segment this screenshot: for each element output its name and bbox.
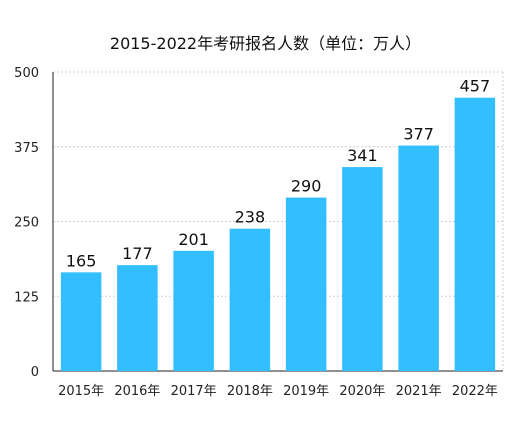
bar: [285, 197, 327, 371]
data-label: 377: [403, 125, 434, 144]
x-tick-label: 2022年: [452, 384, 498, 399]
x-tick-label: 2018年: [227, 384, 273, 399]
y-tick-label: 500: [14, 66, 39, 81]
data-label: 238: [235, 208, 266, 227]
data-label: 341: [347, 146, 378, 165]
x-tick-label: 2021年: [396, 384, 442, 399]
bar: [342, 167, 383, 371]
x-tick-label: 2016年: [114, 384, 160, 399]
y-tick-label: 0: [31, 365, 39, 380]
bar: [398, 145, 439, 371]
x-tick-label: 2015年: [58, 384, 104, 399]
data-label: 177: [122, 244, 153, 263]
data-label: 457: [460, 77, 491, 96]
x-tick-label: 2019年: [283, 384, 329, 399]
data-label: 165: [66, 251, 97, 270]
data-label: 201: [178, 230, 209, 249]
y-tick-label: 125: [14, 290, 39, 305]
chart-title: 2015-2022年考研报名人数（单位：万人）: [109, 34, 422, 53]
y-tick-label: 250: [14, 216, 39, 231]
data-label: 290: [291, 177, 322, 196]
bar: [117, 265, 158, 371]
x-tick-label: 2020年: [339, 384, 385, 399]
x-tick-label: 2017年: [171, 384, 217, 399]
bar: [173, 250, 214, 371]
bar: [229, 228, 271, 371]
bar: [454, 97, 496, 372]
y-tick-label: 375: [14, 141, 39, 156]
bar: [60, 272, 102, 371]
